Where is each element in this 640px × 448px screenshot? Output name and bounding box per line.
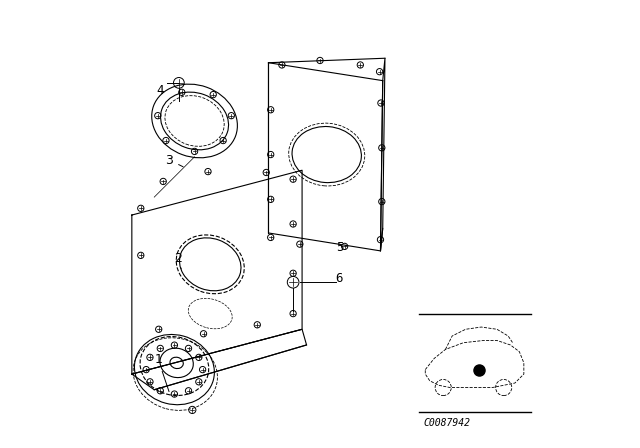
Text: 5: 5	[336, 241, 343, 254]
Text: C0087942: C0087942	[423, 418, 470, 427]
Text: 2: 2	[174, 252, 182, 269]
Text: 6: 6	[336, 272, 343, 285]
Text: 3: 3	[165, 154, 183, 167]
Text: 4: 4	[157, 84, 164, 97]
Text: 1: 1	[154, 353, 169, 392]
